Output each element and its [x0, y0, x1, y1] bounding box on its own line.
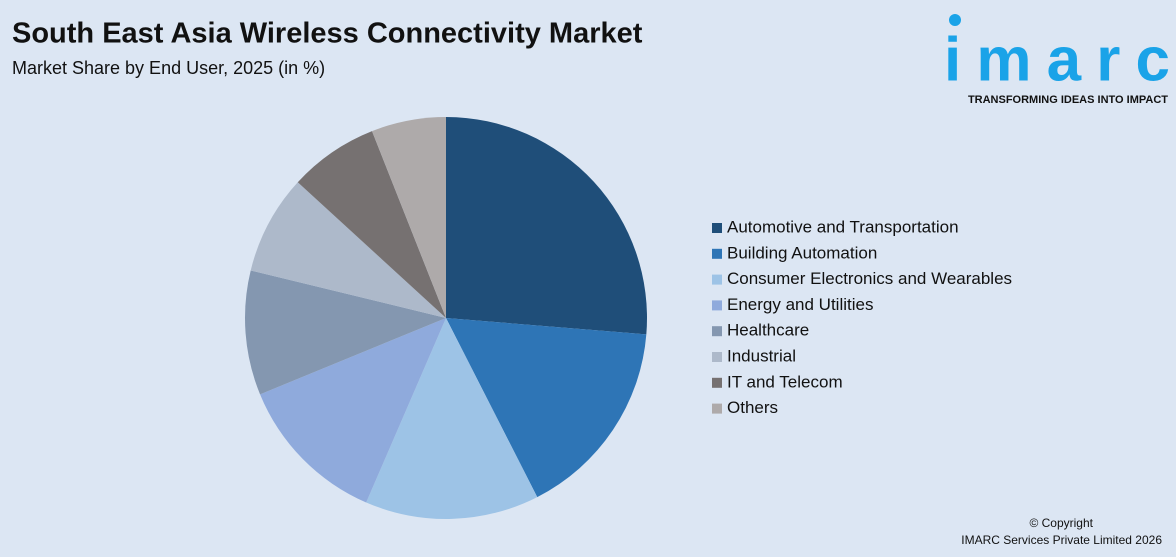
chart-title: South East Asia Wireless Connectivity Ma…	[12, 18, 643, 50]
legend-swatch	[712, 326, 722, 337]
pie-slice	[244, 270, 446, 395]
pie-slice	[297, 131, 446, 318]
legend-swatch	[712, 274, 722, 285]
legend-label: Healthcare	[727, 321, 809, 340]
legend-label: Energy and Utilities	[727, 295, 873, 314]
legend-swatch	[712, 223, 722, 233]
legend-swatch	[712, 352, 722, 362]
pie-slice	[372, 117, 446, 318]
logo-tagline: TRANSFORMING IDEAS INTO IMPACT	[968, 94, 1168, 106]
pie-slice	[260, 318, 446, 503]
legend-swatch	[712, 248, 722, 259]
copyright: © Copyright	[1029, 516, 1093, 530]
legend-label: Automotive and Transportation	[727, 217, 959, 236]
legend-swatch	[712, 377, 722, 388]
legend-swatch	[712, 403, 722, 414]
pie-slice	[446, 117, 647, 335]
copyright: IMARC Services Private Limited 2026	[961, 533, 1162, 547]
legend-label: Others	[727, 398, 778, 417]
legend-label: Industrial	[727, 346, 796, 365]
legend-swatch	[712, 300, 722, 311]
pie-slice	[446, 318, 647, 498]
legend-label: Building Automation	[727, 243, 877, 262]
logo-dot	[949, 14, 961, 26]
chart-subtitle: Market Share by End User, 2025 (in %)	[12, 58, 325, 78]
legend-label: Consumer Electronics and Wearables	[727, 269, 1012, 288]
logo: imarc	[944, 25, 1170, 94]
pie-slice	[250, 182, 446, 318]
legend-label: IT and Telecom	[727, 372, 843, 391]
pie-slice	[366, 318, 538, 519]
